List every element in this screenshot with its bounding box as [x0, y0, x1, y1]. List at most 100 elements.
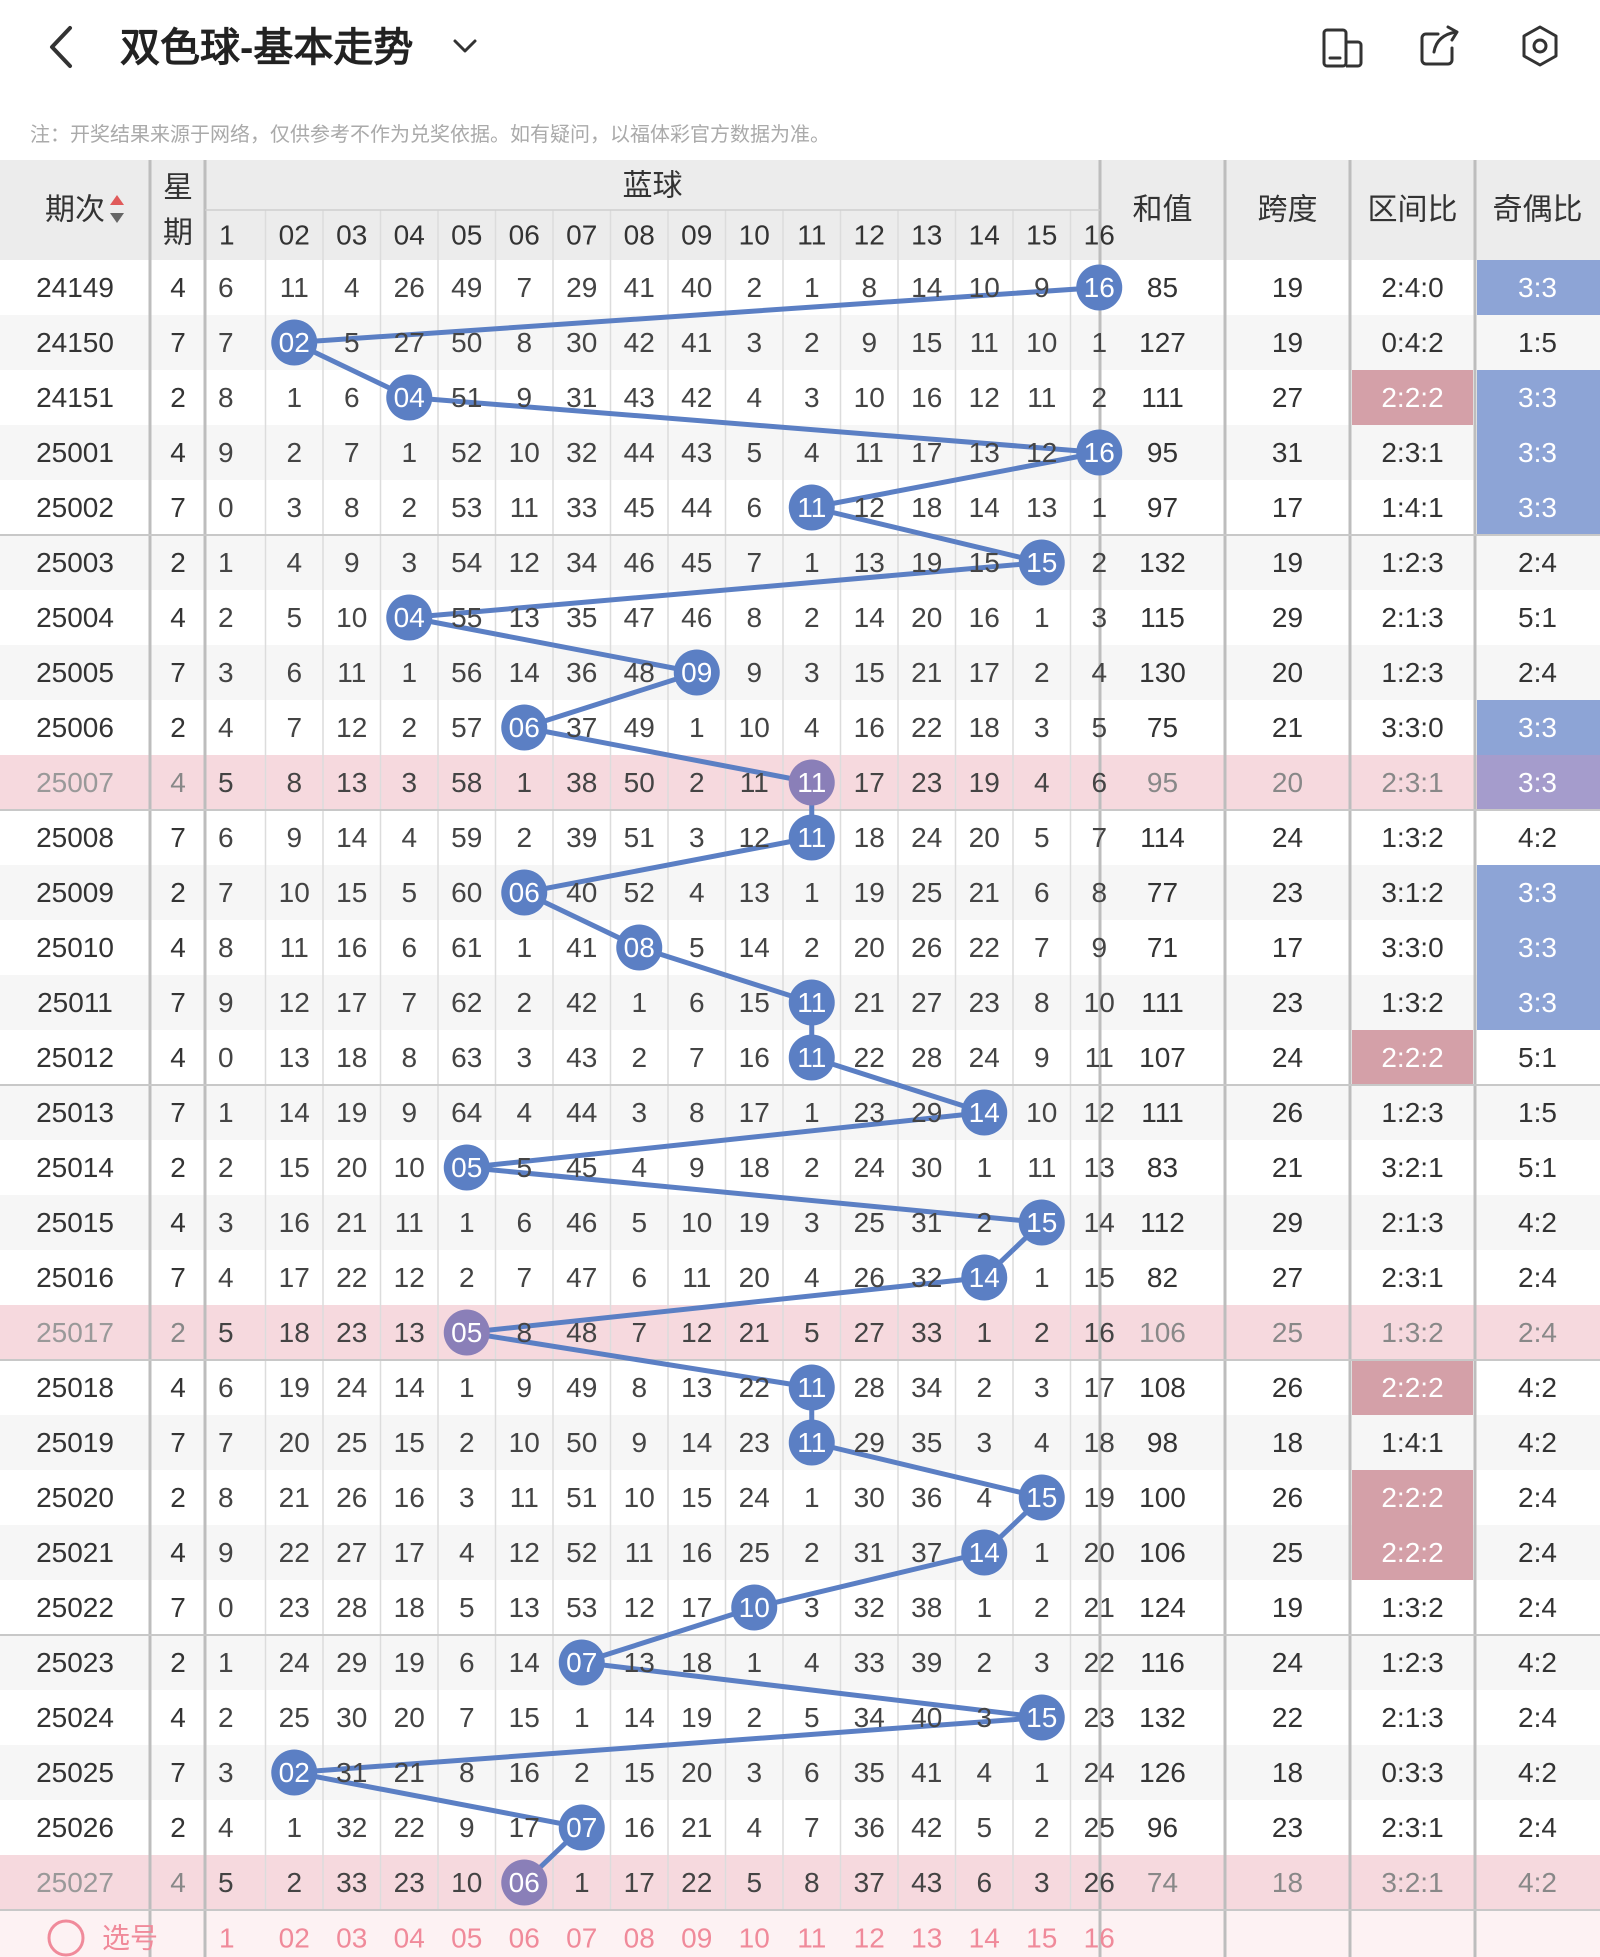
miss-count-cell: 31 — [911, 1207, 942, 1238]
miss-count-cell: 14 — [336, 822, 367, 853]
chevron-down-icon[interactable] — [450, 34, 480, 58]
select-number-option[interactable]: 02 — [279, 1923, 310, 1954]
zone-ratio-cell: 2:4:0 — [1381, 272, 1443, 303]
sum-cell: 130 — [1139, 657, 1186, 688]
miss-count-cell: 13 — [509, 1592, 540, 1623]
miss-count-cell: 52 — [451, 437, 482, 468]
table-row-background — [0, 1195, 1600, 1250]
layout-icon[interactable] — [1320, 26, 1364, 70]
period-header: 期次 — [45, 194, 105, 227]
zone-ratio-cell: 3:2:1 — [1381, 1152, 1443, 1183]
miss-count-cell: 1 — [516, 932, 532, 963]
miss-count-cell: 9 — [286, 822, 302, 853]
select-number-option[interactable]: 05 — [451, 1923, 482, 1954]
miss-count-cell: 3 — [1034, 1647, 1050, 1678]
miss-count-cell: 8 — [459, 1757, 475, 1788]
odd-even-cell: 2:4 — [1518, 1812, 1557, 1843]
miss-count-cell: 35 — [911, 1427, 942, 1458]
miss-count-cell: 28 — [911, 1042, 942, 1073]
miss-count-cell: 3 — [804, 657, 820, 688]
select-number-option[interactable]: 1 — [219, 1923, 235, 1954]
miss-count-cell: 31 — [336, 1757, 367, 1788]
weekday-cell: 7 — [170, 1757, 186, 1788]
select-number-option[interactable]: 14 — [969, 1923, 1000, 1954]
miss-count-cell: 4 — [459, 1537, 475, 1568]
trend-table[interactable]: 期次星期蓝球 1 02 03 04 05 06 07 08 09 10 11 12 13 14 15 16 和值跨… — [0, 160, 1600, 1957]
select-number-option[interactable]: 12 — [854, 1923, 885, 1954]
miss-count-cell: 6 — [516, 1207, 532, 1238]
odd-even-cell: 2:4 — [1518, 1702, 1557, 1733]
span-cell: 27 — [1272, 382, 1303, 413]
miss-count-cell: 18 — [681, 1647, 712, 1678]
odd-even-cell: 3:3 — [1518, 382, 1557, 413]
select-number-option[interactable]: 08 — [624, 1923, 655, 1954]
zone-ratio-cell: 3:3:0 — [1381, 712, 1443, 743]
miss-count-cell: 0 — [218, 1592, 234, 1623]
sum-cell: 126 — [1139, 1757, 1186, 1788]
span-cell: 31 — [1272, 437, 1303, 468]
sum-cell: 82 — [1147, 1262, 1178, 1293]
miss-count-cell: 24 — [279, 1647, 310, 1678]
settings-icon[interactable] — [1518, 24, 1562, 68]
miss-count-cell: 7 — [218, 1427, 234, 1458]
miss-count-cell: 8 — [1034, 987, 1050, 1018]
miss-count-cell: 1 — [459, 1207, 475, 1238]
miss-count-cell: 54 — [451, 547, 482, 578]
period-cell: 25001 — [36, 437, 114, 468]
span-cell: 26 — [1272, 1097, 1303, 1128]
odd-even-highlight — [1477, 370, 1600, 425]
odd-even-highlight — [1477, 975, 1600, 1030]
select-number-option[interactable]: 04 — [394, 1923, 425, 1954]
select-number-option[interactable]: 07 — [566, 1923, 597, 1954]
table-row-background — [0, 1800, 1600, 1855]
weekday-cell: 4 — [170, 1372, 186, 1403]
miss-count-cell: 6 — [1091, 767, 1107, 798]
trend-grid[interactable]: 期次星期蓝球1 02 03 04 05 06 07 08 09 10 11 12 13 14 15 16和值跨… — [0, 160, 1600, 1957]
back-arrow-icon[interactable] — [42, 22, 82, 72]
miss-count-cell: 3 — [1091, 602, 1107, 633]
miss-count-cell: 2 — [516, 987, 532, 1018]
blue-ball-number: 05 — [451, 1317, 482, 1348]
odd-even-cell: 4:2 — [1518, 1372, 1557, 1403]
miss-count-cell: 14 — [739, 932, 770, 963]
table-row-background — [0, 1745, 1600, 1800]
miss-count-cell: 2 — [1091, 547, 1107, 578]
zone-ratio-cell: 1:4:1 — [1381, 492, 1443, 523]
odd-even-cell: 2:4 — [1518, 1592, 1557, 1623]
blue-ball-number: 15 — [1026, 1482, 1057, 1513]
select-number-option[interactable]: 16 — [1084, 1923, 1115, 1954]
blue-ball — [673, 649, 720, 696]
miss-count-cell: 18 — [911, 492, 942, 523]
select-radio-icon[interactable] — [47, 1919, 85, 1957]
select-number-option[interactable]: 06 — [509, 1923, 540, 1954]
page-title[interactable]: 双色球-基本走势 — [120, 26, 414, 70]
sum-cell: 71 — [1147, 932, 1178, 963]
miss-count-cell: 6 — [689, 987, 705, 1018]
miss-count-cell: 15 — [279, 1152, 310, 1183]
miss-count-cell: 3 — [804, 1207, 820, 1238]
miss-count-cell: 61 — [451, 932, 482, 963]
sum-cell: 106 — [1139, 1317, 1186, 1348]
miss-count-cell: 29 — [336, 1647, 367, 1678]
miss-count-cell: 7 — [1034, 932, 1050, 963]
miss-count-cell: 16 — [279, 1207, 310, 1238]
select-number-label[interactable]: 选号 — [102, 1923, 158, 1954]
select-number-option[interactable]: 03 — [336, 1923, 367, 1954]
select-number-option[interactable]: 15 — [1026, 1923, 1057, 1954]
select-number-option[interactable]: 10 — [739, 1923, 770, 1954]
miss-count-cell: 26 — [854, 1262, 885, 1293]
span-header: 跨度 — [1258, 194, 1318, 227]
miss-count-cell: 1 — [401, 437, 417, 468]
odd-even-highlight — [1477, 480, 1600, 535]
select-number-option[interactable]: 13 — [911, 1923, 942, 1954]
weekday-cell: 4 — [170, 1867, 186, 1898]
select-number-option[interactable]: 09 — [681, 1923, 712, 1954]
miss-count-cell: 10 — [624, 1482, 655, 1513]
miss-count-cell: 40 — [681, 272, 712, 303]
select-number-option[interactable]: 11 — [797, 1923, 826, 1954]
miss-count-cell: 30 — [566, 327, 597, 358]
share-icon[interactable] — [1418, 24, 1462, 68]
miss-count-cell: 8 — [516, 1317, 532, 1348]
miss-count-cell: 6 — [459, 1647, 475, 1678]
miss-count-cell: 10 — [969, 272, 1000, 303]
